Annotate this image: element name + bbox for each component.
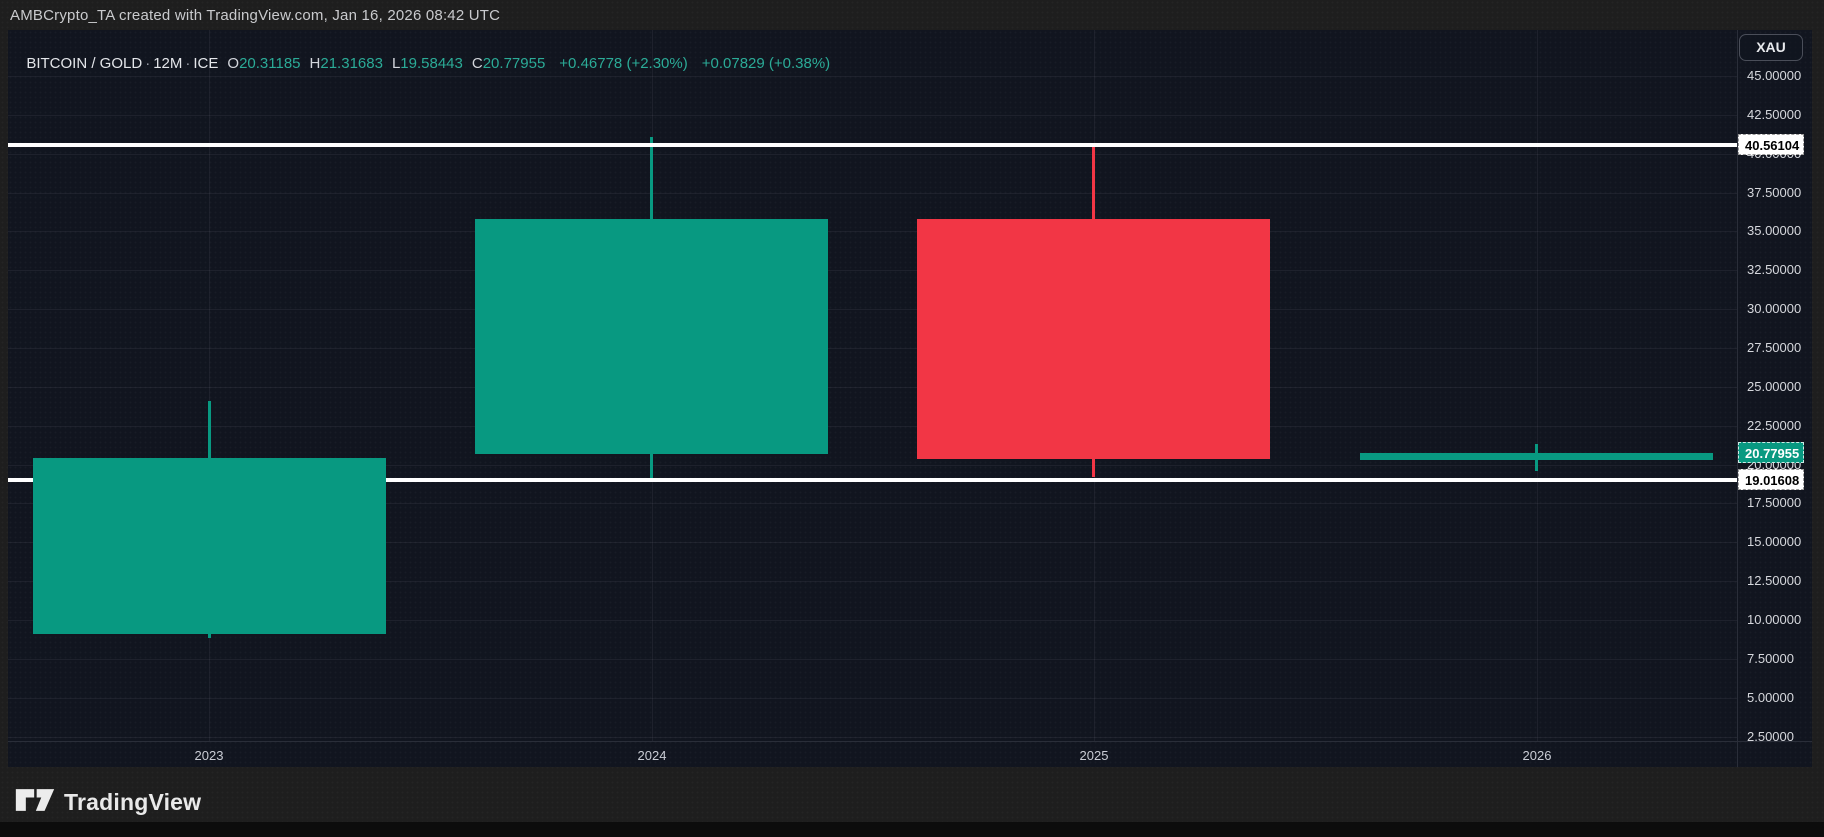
- h-gridline: [8, 581, 1737, 582]
- price-tick-label[interactable]: 27.50000: [1747, 340, 1802, 355]
- candle-body-2025: [917, 219, 1270, 459]
- price-axis-separator[interactable]: [1737, 30, 1738, 767]
- price-tick-label[interactable]: 45.00000: [1747, 68, 1802, 83]
- price-tick-label[interactable]: 32.50000: [1747, 262, 1802, 277]
- chart-plot-area[interactable]: [8, 30, 1737, 741]
- legend-ohlc-letter: O: [227, 55, 240, 72]
- h-gridline: [8, 542, 1737, 543]
- price-tick-label[interactable]: 17.50000: [1747, 495, 1802, 510]
- candle-body-2024: [475, 219, 828, 454]
- horizontal-line-price-label[interactable]: 40.56104: [1738, 134, 1804, 155]
- symbol-legend[interactable]: BITCOIN / GOLD · 12M · ICE O20.31185 H21.31683…: [18, 37, 830, 73]
- top-attribution-bar: AMBCrypto_TA created with TradingView.co…: [0, 0, 1824, 30]
- legend-change-absolute: +0.46778 (+2.30%): [559, 55, 688, 72]
- chart-panel: [8, 30, 1812, 767]
- price-unit-button[interactable]: XAU: [1739, 34, 1803, 61]
- legend-ohlc-values: O20.31185 H21.31683 L19.58443 C20.77955: [218, 55, 545, 72]
- time-axis-separator[interactable]: [8, 741, 1812, 742]
- legend-exchange: ICE: [193, 55, 219, 72]
- tradingview-logo-icon: [15, 788, 55, 817]
- horizontal-line-price-label[interactable]: 19.01608: [1738, 469, 1804, 490]
- h-gridline: [8, 465, 1737, 466]
- h-gridline: [8, 231, 1737, 232]
- h-gridline: [8, 270, 1737, 271]
- h-gridline: [8, 309, 1737, 310]
- price-tick-label[interactable]: 2.50000: [1747, 729, 1794, 744]
- candle-body-2023: [33, 458, 386, 634]
- legend-ohlc-value: 20.31185: [239, 55, 301, 72]
- h-gridline: [8, 659, 1737, 660]
- time-axis-label-2025[interactable]: 2025: [1079, 748, 1109, 763]
- time-axis-label-2024[interactable]: 2024: [637, 748, 667, 763]
- price-tick-label[interactable]: 22.50000: [1747, 418, 1802, 433]
- candle-body-2026: [1360, 453, 1713, 460]
- footer-bar: TradingView: [0, 767, 1824, 822]
- legend-separator: ·: [185, 55, 191, 72]
- h-gridline: [8, 698, 1737, 699]
- v-gridline: [1537, 30, 1538, 741]
- legend-ohlc-letter: C: [471, 55, 483, 72]
- price-tick-label[interactable]: 30.00000: [1747, 301, 1802, 316]
- legend-ohlc-letter: H: [309, 55, 321, 72]
- time-axis-label-2026[interactable]: 2026: [1522, 748, 1552, 763]
- legend-ohlc-value: 21.31683: [320, 55, 383, 72]
- bottom-strip: [0, 822, 1824, 837]
- price-tick-label[interactable]: 35.00000: [1747, 223, 1802, 238]
- legend-change-percent: +0.07829 (+0.38%): [701, 55, 831, 72]
- h-gridline: [8, 503, 1737, 504]
- h-gridline: [8, 737, 1737, 738]
- price-tick-label[interactable]: 15.00000: [1747, 534, 1802, 549]
- legend-separator: ·: [145, 55, 151, 72]
- h-gridline: [8, 76, 1737, 77]
- h-gridline: [8, 115, 1737, 116]
- legend-ohlc-value: 19.58443: [400, 55, 463, 72]
- legend-symbol-title[interactable]: BITCOIN / GOLD: [26, 55, 143, 72]
- v-gridline: [209, 30, 210, 741]
- last-price-label: 20.77955: [1738, 442, 1804, 463]
- h-gridline: [8, 620, 1737, 621]
- tradingview-logo[interactable]: TradingView: [15, 788, 201, 817]
- h-gridline: [8, 348, 1737, 349]
- horizontal-line[interactable]: [8, 478, 1737, 482]
- legend-ohlc-letter: L: [391, 55, 401, 72]
- legend-interval[interactable]: 12M: [153, 55, 183, 72]
- h-gridline: [8, 154, 1737, 155]
- price-tick-label[interactable]: 5.00000: [1747, 690, 1794, 705]
- price-tick-label[interactable]: 10.00000: [1747, 612, 1802, 627]
- price-tick-label[interactable]: 37.50000: [1747, 185, 1802, 200]
- h-gridline: [8, 426, 1737, 427]
- price-tick-label[interactable]: 42.50000: [1747, 107, 1802, 122]
- tradingview-logo-text: TradingView: [64, 789, 202, 815]
- price-tick-label[interactable]: 7.50000: [1747, 651, 1794, 666]
- attribution-text: AMBCrypto_TA created with TradingView.co…: [10, 7, 501, 24]
- price-tick-label[interactable]: 25.00000: [1747, 379, 1802, 394]
- price-tick-label[interactable]: 12.50000: [1747, 573, 1802, 588]
- h-gridline: [8, 193, 1737, 194]
- legend-ohlc-value: 20.77955: [482, 55, 546, 72]
- h-gridline: [8, 387, 1737, 388]
- horizontal-line[interactable]: [8, 143, 1737, 147]
- time-axis-label-2023[interactable]: 2023: [194, 748, 224, 763]
